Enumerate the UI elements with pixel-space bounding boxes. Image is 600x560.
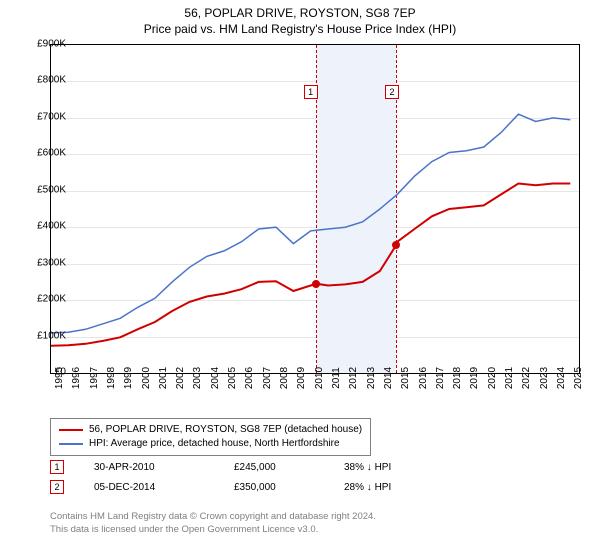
x-tick-label: 2017 bbox=[435, 367, 446, 389]
x-tick-label: 2024 bbox=[556, 367, 567, 389]
x-tick-label: 2002 bbox=[175, 367, 186, 389]
x-tick-label: 1996 bbox=[71, 367, 82, 389]
chart-title: 56, POPLAR DRIVE, ROYSTON, SG8 7EP bbox=[0, 0, 600, 20]
footer-line: Contains HM Land Registry data © Crown c… bbox=[50, 510, 376, 523]
plot-area: 12 bbox=[50, 44, 580, 374]
legend-item: HPI: Average price, detached house, Nort… bbox=[59, 437, 362, 451]
data-point-rows: 1 30-APR-2010 £245,000 38% ↓ HPI 2 05-DEC-201… bbox=[50, 460, 434, 500]
legend-label: HPI: Average price, detached house, Nort… bbox=[89, 437, 340, 451]
x-tick-label: 2018 bbox=[452, 367, 463, 389]
y-tick-label: £300K bbox=[37, 257, 66, 268]
y-tick-label: £800K bbox=[37, 75, 66, 86]
x-tick-label: 2000 bbox=[141, 367, 152, 389]
data-point-row: 1 30-APR-2010 £245,000 38% ↓ HPI bbox=[50, 460, 434, 474]
x-tick-label: 2004 bbox=[210, 367, 221, 389]
legend-label: 56, POPLAR DRIVE, ROYSTON, SG8 7EP (deta… bbox=[89, 423, 362, 437]
x-tick-label: 1998 bbox=[106, 367, 117, 389]
x-tick-label: 1995 bbox=[54, 367, 65, 389]
data-point-row: 2 05-DEC-2014 £350,000 28% ↓ HPI bbox=[50, 480, 434, 494]
legend-item: 56, POPLAR DRIVE, ROYSTON, SG8 7EP (deta… bbox=[59, 423, 362, 437]
y-tick-label: £700K bbox=[37, 111, 66, 122]
x-tick-label: 2001 bbox=[158, 367, 169, 389]
x-tick-label: 2015 bbox=[400, 367, 411, 389]
chart-subtitle: Price paid vs. HM Land Registry's House … bbox=[0, 20, 600, 36]
data-point-dot bbox=[312, 280, 320, 288]
data-point-number: 2 bbox=[50, 480, 64, 494]
y-tick-label: £200K bbox=[37, 294, 66, 305]
x-tick-label: 2020 bbox=[487, 367, 498, 389]
x-tick-label: 2009 bbox=[296, 367, 307, 389]
x-tick-label: 2016 bbox=[418, 367, 429, 389]
data-point-date: 30-APR-2010 bbox=[94, 462, 204, 473]
data-point-pct: 38% ↓ HPI bbox=[344, 462, 434, 473]
y-tick-label: £400K bbox=[37, 221, 66, 232]
y-tick-label: £100K bbox=[37, 330, 66, 341]
x-tick-label: 2014 bbox=[383, 367, 394, 389]
line-series-hpi bbox=[51, 114, 570, 333]
x-tick-label: 2007 bbox=[262, 367, 273, 389]
data-point-price: £350,000 bbox=[234, 482, 314, 493]
x-tick-label: 2021 bbox=[504, 367, 515, 389]
x-tick-label: 2008 bbox=[279, 367, 290, 389]
y-tick-label: £900K bbox=[37, 39, 66, 50]
data-point-date: 05-DEC-2014 bbox=[94, 482, 204, 493]
legend: 56, POPLAR DRIVE, ROYSTON, SG8 7EP (deta… bbox=[50, 418, 371, 456]
chart-container: 56, POPLAR DRIVE, ROYSTON, SG8 7EP Price… bbox=[0, 0, 600, 560]
data-point-number: 1 bbox=[50, 460, 64, 474]
x-tick-label: 2012 bbox=[348, 367, 359, 389]
x-tick-label: 1997 bbox=[89, 367, 100, 389]
footer-attribution: Contains HM Land Registry data © Crown c… bbox=[50, 510, 376, 536]
x-tick-label: 2019 bbox=[469, 367, 480, 389]
data-point-label: 2 bbox=[385, 85, 399, 99]
x-tick-label: 2022 bbox=[521, 367, 532, 389]
x-tick-label: 2005 bbox=[227, 367, 238, 389]
x-tick-label: 2013 bbox=[366, 367, 377, 389]
data-point-price: £245,000 bbox=[234, 462, 314, 473]
data-point-dot bbox=[392, 241, 400, 249]
x-tick-label: 2025 bbox=[573, 367, 584, 389]
x-tick-label: 2006 bbox=[244, 367, 255, 389]
y-tick-label: £500K bbox=[37, 184, 66, 195]
data-point-pct: 28% ↓ HPI bbox=[344, 482, 434, 493]
x-tick-label: 2003 bbox=[192, 367, 203, 389]
legend-swatch bbox=[59, 443, 83, 445]
legend-swatch bbox=[59, 429, 83, 431]
x-tick-label: 1999 bbox=[123, 367, 134, 389]
data-point-label: 1 bbox=[304, 85, 318, 99]
x-tick-label: 2010 bbox=[314, 367, 325, 389]
line-series-price_paid bbox=[51, 184, 570, 346]
x-tick-label: 2011 bbox=[331, 367, 342, 389]
y-tick-label: £600K bbox=[37, 148, 66, 159]
footer-line: This data is licensed under the Open Gov… bbox=[50, 523, 376, 536]
x-tick-label: 2023 bbox=[539, 367, 550, 389]
